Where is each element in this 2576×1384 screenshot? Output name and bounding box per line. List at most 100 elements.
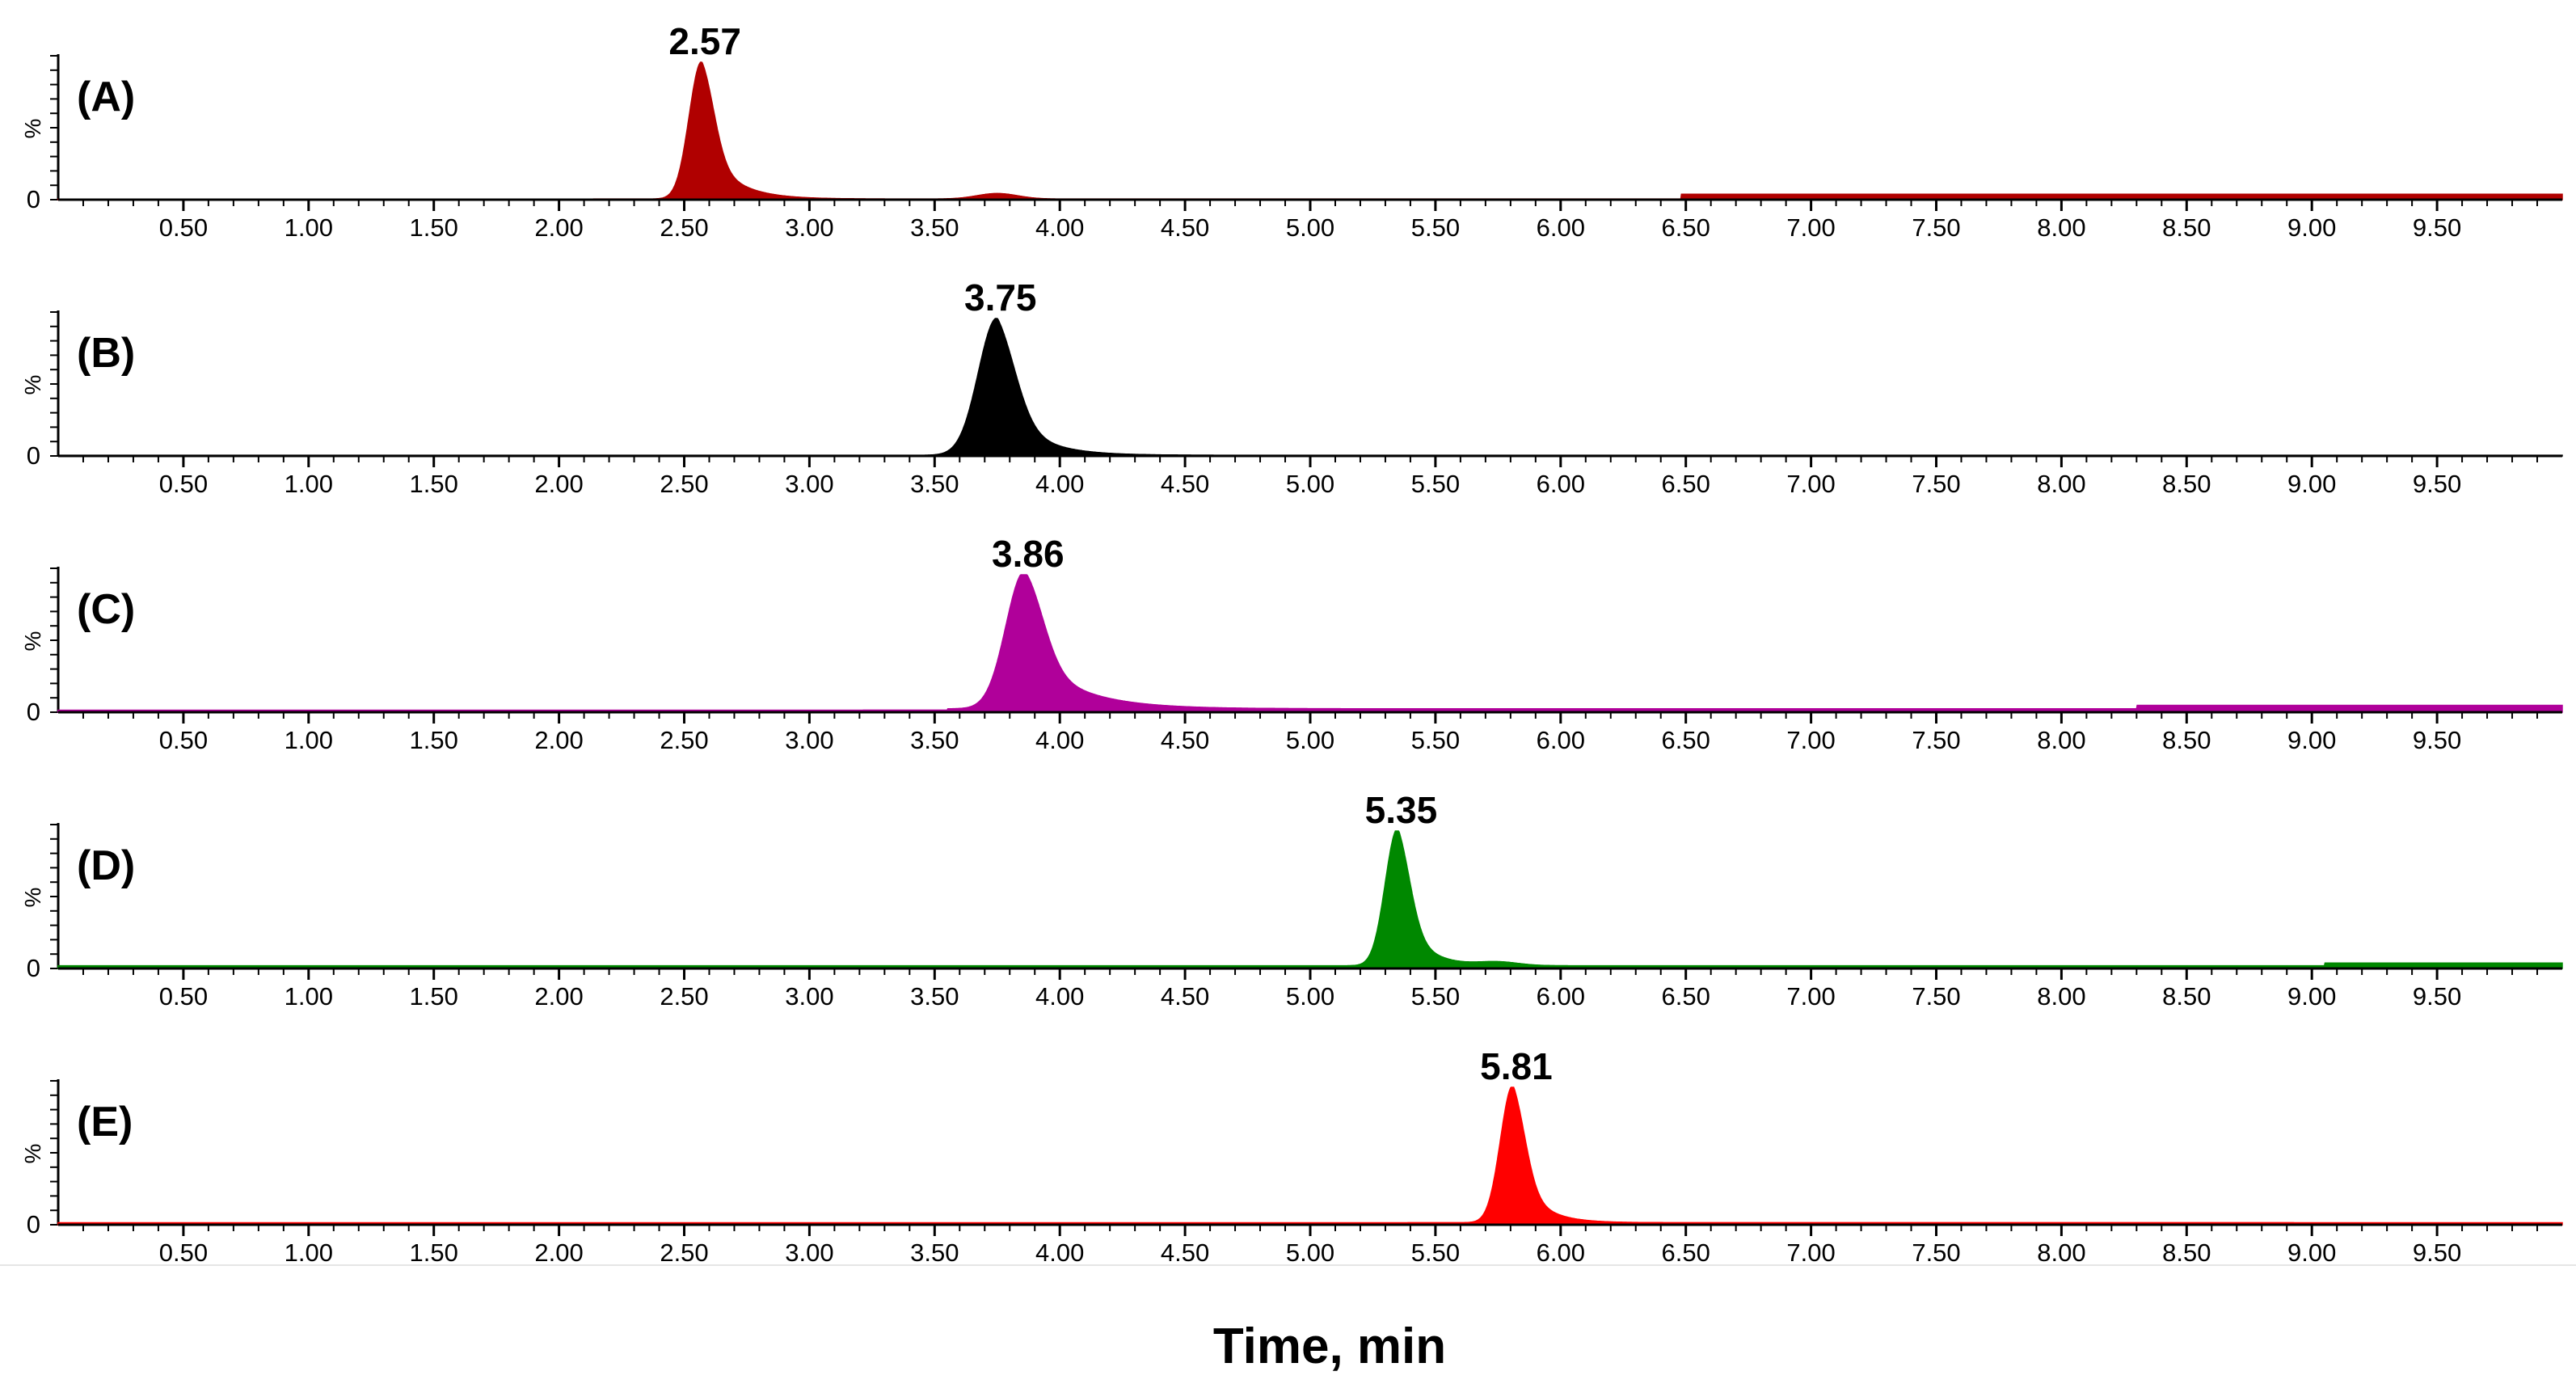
panel-label: (E) (77, 1099, 133, 1146)
peak-label: 3.75 (964, 276, 1037, 319)
x-tick-label: 6.50 (1662, 470, 1710, 498)
y-axis-label: % (20, 119, 45, 139)
x-tick-label: 9.50 (2413, 470, 2461, 498)
x-tick-label: 4.50 (1161, 726, 1209, 754)
x-tick-label: 2.00 (534, 213, 583, 242)
chromatogram-trace (57, 1087, 2563, 1226)
x-tick-label: 8.50 (2162, 726, 2211, 754)
x-tick-label: 4.00 (1035, 726, 1084, 754)
x-axis-title: Time, min (1213, 1319, 1446, 1374)
x-tick-label: 5.50 (1411, 726, 1460, 754)
panel-label: (C) (77, 586, 135, 633)
x-tick-label: 9.50 (2413, 213, 2461, 242)
x-tick-label: 3.50 (910, 213, 959, 242)
x-tick-label: 8.50 (2162, 1238, 2211, 1267)
panel-label: (D) (77, 842, 135, 889)
y-axis-label: % (20, 888, 45, 908)
x-tick-label: 3.00 (785, 726, 833, 754)
x-tick-label: 2.50 (660, 1238, 708, 1267)
x-tick-label: 9.50 (2413, 982, 2461, 1011)
chromatogram-panels: 0% (A) 0.50 1.00 1.50 2.00 2.50 3.00 3.50 4.00 4.5… (20, 20, 2563, 1267)
x-tick-label: 3.50 (910, 726, 959, 754)
y-zero-label: 0 (27, 185, 40, 213)
x-tick-label: 8.00 (2037, 213, 2085, 242)
x-tick-label: 1.00 (285, 726, 333, 754)
y-axis-label: % (20, 1144, 45, 1164)
x-tick-label: 9.50 (2413, 726, 2461, 754)
peak-label: 2.57 (668, 20, 741, 62)
peak-label: 3.86 (992, 533, 1065, 575)
panel-label: (B) (77, 330, 135, 377)
chromatogram-trace (57, 574, 2563, 713)
x-tick-label: 4.00 (1035, 1238, 1084, 1267)
x-tick-label: 2.50 (660, 982, 708, 1011)
chromatogram-trace (57, 830, 2563, 969)
x-tick-label: 0.50 (159, 1238, 208, 1267)
y-zero-label: 0 (27, 1210, 40, 1238)
x-tick-label: 4.00 (1035, 470, 1084, 498)
x-tick-label: 7.50 (1912, 726, 1960, 754)
x-tick-label: 5.50 (1411, 982, 1460, 1011)
x-tick-label: 4.50 (1161, 982, 1209, 1011)
x-tick-label: 8.00 (2037, 1238, 2085, 1267)
x-tick-label: 4.50 (1161, 213, 1209, 242)
x-tick-label: 2.00 (534, 982, 583, 1011)
x-tick-label: 6.00 (1537, 982, 1585, 1011)
x-tick-label: 3.50 (910, 1238, 959, 1267)
x-tick-label: 6.00 (1537, 213, 1585, 242)
x-tick-label: 5.00 (1286, 1238, 1334, 1267)
x-tick-label: 6.50 (1662, 213, 1710, 242)
x-tick-label: 4.50 (1161, 1238, 1209, 1267)
x-tick-label: 9.00 (2287, 1238, 2336, 1267)
x-tick-label: 9.50 (2413, 1238, 2461, 1267)
x-tick-label: 1.00 (285, 470, 333, 498)
x-tick-label: 1.00 (285, 1238, 333, 1267)
x-tick-label: 7.00 (1786, 213, 1835, 242)
x-tick-label: 9.00 (2287, 982, 2336, 1011)
x-tick-label: 8.00 (2037, 470, 2085, 498)
x-tick-label: 0.50 (159, 470, 208, 498)
x-tick-label: 1.50 (410, 1238, 458, 1267)
x-tick-label: 3.00 (785, 213, 833, 242)
x-tick-label: 8.00 (2037, 726, 2085, 754)
x-tick-label: 1.50 (410, 982, 458, 1011)
y-axis-label: % (20, 375, 45, 395)
x-tick-label: 8.50 (2162, 982, 2211, 1011)
x-tick-label: 5.00 (1286, 726, 1334, 754)
y-zero-label: 0 (27, 698, 40, 726)
x-tick-label: 2.00 (534, 1238, 583, 1267)
x-tick-label: 0.50 (159, 982, 208, 1011)
x-tick-label: 3.00 (785, 982, 833, 1011)
x-tick-label: 7.50 (1912, 1238, 1960, 1267)
x-tick-label: 6.00 (1537, 1238, 1585, 1267)
x-tick-label: 9.00 (2287, 470, 2336, 498)
x-tick-label: 1.50 (410, 470, 458, 498)
y-zero-label: 0 (27, 954, 40, 982)
x-tick-label: 9.00 (2287, 726, 2336, 754)
chromatogram-panel: 0% (C) 0.50 1.00 1.50 2.00 2.50 3.00 3.50 4.00 4.5… (20, 533, 2563, 754)
peak-label: 5.81 (1480, 1045, 1553, 1087)
x-tick-label: 7.50 (1912, 470, 1960, 498)
peak-label: 5.35 (1365, 789, 1438, 831)
x-tick-label: 6.50 (1662, 1238, 1710, 1267)
x-tick-label: 8.50 (2162, 470, 2211, 498)
chromatogram-panel: 0% (B) 0.50 1.00 1.50 2.00 2.50 3.00 3.50 4.00 4.5… (20, 276, 2563, 498)
x-tick-label: 2.50 (660, 213, 708, 242)
panel-label: (A) (77, 74, 135, 120)
x-tick-label: 7.50 (1912, 213, 1960, 242)
x-tick-label: 1.00 (285, 213, 333, 242)
x-tick-label: 5.50 (1411, 470, 1460, 498)
x-tick-label: 2.00 (534, 726, 583, 754)
x-tick-label: 1.50 (410, 213, 458, 242)
x-tick-label: 2.50 (660, 726, 708, 754)
x-tick-label: 0.50 (159, 726, 208, 754)
x-tick-label: 9.00 (2287, 213, 2336, 242)
x-tick-label: 5.50 (1411, 1238, 1460, 1267)
x-tick-label: 3.50 (910, 470, 959, 498)
x-tick-label: 7.00 (1786, 470, 1835, 498)
x-tick-label: 2.50 (660, 470, 708, 498)
x-tick-label: 3.00 (785, 470, 833, 498)
x-tick-label: 5.00 (1286, 982, 1334, 1011)
